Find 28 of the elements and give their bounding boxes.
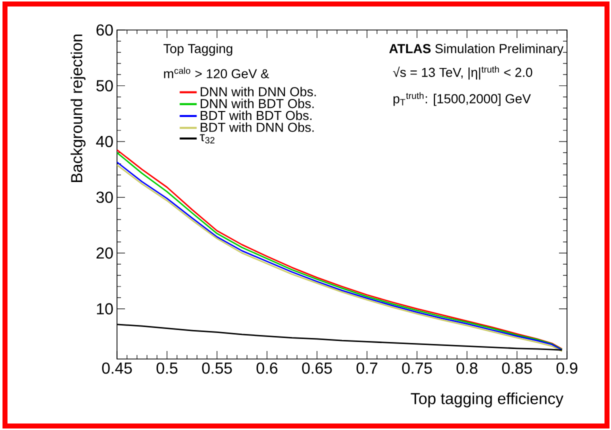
y-tick-label: 60 [96, 24, 113, 36]
x-tick-label: 0.65 [302, 362, 332, 374]
x-tick-label: 0.45 [102, 362, 132, 374]
annotation: p$_{T}$$^{truth}$: [1500,2000] GeV [394, 92, 531, 106]
annotation: ATLAS Simulation Preliminary [389, 44, 564, 56]
y-tick-label: 30 [96, 192, 113, 203]
y-tick-label: 10 [96, 303, 113, 314]
x-tick-label: 0.75 [402, 362, 432, 374]
x-tick-label: 0.5 [156, 362, 178, 374]
x-axis-title: Top tagging efficiency [410, 392, 564, 408]
legend-label: DNN with BDT Obs. [200, 98, 314, 108]
x-tick-label: 0.6 [256, 362, 278, 374]
legend-label: BDT with BDT Obs. [200, 110, 312, 120]
x-tick-label: 0.7 [356, 362, 378, 374]
legend-label: DNN with DNN Obs. [200, 86, 316, 96]
legend-label: BDT with DNN Obs. [200, 122, 314, 132]
y-tick-label: 50 [96, 80, 113, 92]
annotation: Top Tagging [164, 44, 232, 56]
annotation: √s = 13 TeV, |η|$^{truth}$ < 2.0 [393, 66, 532, 80]
y-axis-title: Background rejection [70, 34, 86, 182]
y-tick-label: 40 [96, 136, 113, 148]
y-tick-label: 20 [96, 247, 113, 259]
x-tick-label: 0.85 [502, 362, 532, 374]
annotation: m$^{calo}$ > 120 GeV & [164, 67, 270, 78]
x-tick-label: 0.55 [202, 362, 232, 374]
x-tick-label: 0.9 [556, 362, 578, 374]
legend-label: τ$_{32}$ [200, 134, 214, 144]
x-tick-label: 0.8 [456, 362, 478, 374]
